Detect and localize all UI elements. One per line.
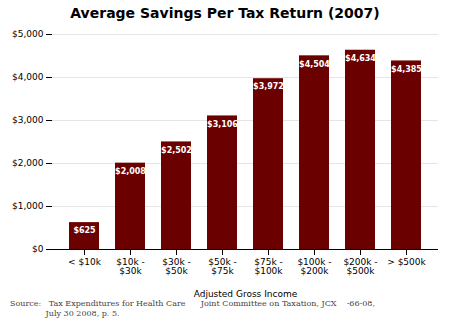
svg-text:$1,000: $1,000 [12, 201, 44, 211]
svg-text:$3,000: $3,000 [12, 115, 44, 125]
svg-text:$4,000: $4,000 [12, 72, 44, 82]
svg-text:$200k -$500k: $200k -$500k [343, 257, 377, 276]
svg-text:$10k -$30k: $10k -$30k [116, 257, 145, 276]
html-text:Average Savings Per Tax Return: Average Savings Per Tax Return (2007) [70, 5, 380, 21]
svg-text:$4,504: $4,504 [299, 60, 330, 69]
svg-text:$2,502: $2,502 [161, 146, 192, 155]
svg-text:$4,385: $4,385 [391, 65, 422, 74]
svg-text:$100k -$200k: $100k -$200k [297, 257, 331, 276]
svg-text:$2,000: $2,000 [12, 158, 44, 168]
svg-text:$4,634: $4,634 [345, 54, 376, 63]
svg-text:< $10k: < $10k [68, 257, 102, 267]
svg-text:Adjusted Gross Income: Adjusted Gross Income [194, 289, 298, 299]
svg-text:$3,106: $3,106 [207, 120, 238, 129]
svg-text:> $500k: > $500k [387, 257, 426, 267]
svg-text:$2,008: $2,008 [115, 167, 146, 176]
svg-text:$75k -$100k: $75k -$100k [254, 257, 283, 276]
svg-text:$625: $625 [73, 226, 96, 235]
svg-text:$30k -$50k: $30k -$50k [162, 257, 191, 276]
svg-text:$0: $0 [32, 244, 44, 254]
svg-text:$5,000: $5,000 [12, 29, 44, 39]
svg-text:$50k -$75k: $50k -$75k [208, 257, 237, 276]
svg-text:$3,972: $3,972 [253, 82, 284, 91]
html-text:Source: Tax Expenditures for H: Source: Tax Expenditures for Health Care… [10, 299, 375, 318]
